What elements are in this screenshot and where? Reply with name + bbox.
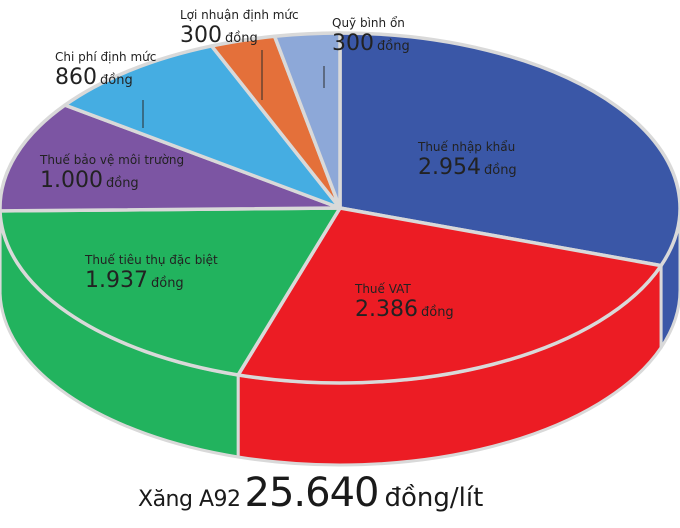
slice-label-quy-binh-on: Quỹ bình ổn 300 đồng	[332, 16, 410, 60]
slice-label-loi-nhuan-dinh-muc: Lợi nhuận định mức 300 đồng	[180, 8, 299, 52]
slice-value: 2.954 đồng	[418, 155, 517, 180]
slice-value: 1.000 đồng	[40, 168, 139, 193]
slice-name: Thuế nhập khẩu	[418, 140, 516, 154]
pie-slice-thue-nhap-khau	[338, 31, 680, 268]
slice-label-thue-bao-ve-moi-truong: Thuế bảo vệ môi trường 1.000 đồng	[40, 153, 184, 197]
pie-slice-thue-vat	[236, 206, 663, 385]
slice-value: 300 đồng	[332, 31, 410, 56]
total-price-value: 25.640	[244, 470, 380, 516]
total-price-unit: đồng/lít	[384, 483, 484, 513]
slice-label-thue-tieu-thu-dac-biet: Thuế tiêu thụ đặc biệt 1.937 đồng	[85, 253, 218, 297]
total-price: Xăng A92 25.640 đồng/lít	[138, 470, 483, 516]
slice-value: 300 đồng	[180, 23, 258, 48]
pie-slice-chi-phi-dinh-muc	[63, 44, 342, 210]
slice-value: 860 đồng	[55, 65, 133, 90]
slice-value: 2.386 đồng	[355, 297, 454, 322]
pie-slice-thue-tieu-thu-dac-biet	[0, 206, 342, 377]
slice-name: Chi phí định mức	[55, 50, 157, 64]
slice-label-chi-phi-dinh-muc: Chi phí định mức 860 đồng	[55, 50, 156, 94]
slice-name: Thuế tiêu thụ đặc biệt	[85, 253, 218, 267]
slice-name: Thuế bảo vệ môi trường	[40, 153, 185, 167]
slice-name: Quỹ bình ổn	[332, 16, 405, 30]
slice-label-thue-vat: Thuế VAT 2.386 đồng	[355, 282, 454, 326]
slice-label-thue-nhap-khau: Thuế nhập khẩu 2.954 đồng	[418, 140, 517, 184]
pie-top	[0, 31, 680, 385]
slice-name: Thuế VAT	[355, 282, 411, 296]
slice-value: 1.937 đồng	[85, 268, 184, 293]
fuel-name: Xăng A92	[138, 487, 241, 512]
slice-name: Lợi nhuận định mức	[180, 8, 299, 22]
pie-slice-thue-bao-ve-moi-truong	[0, 103, 342, 213]
